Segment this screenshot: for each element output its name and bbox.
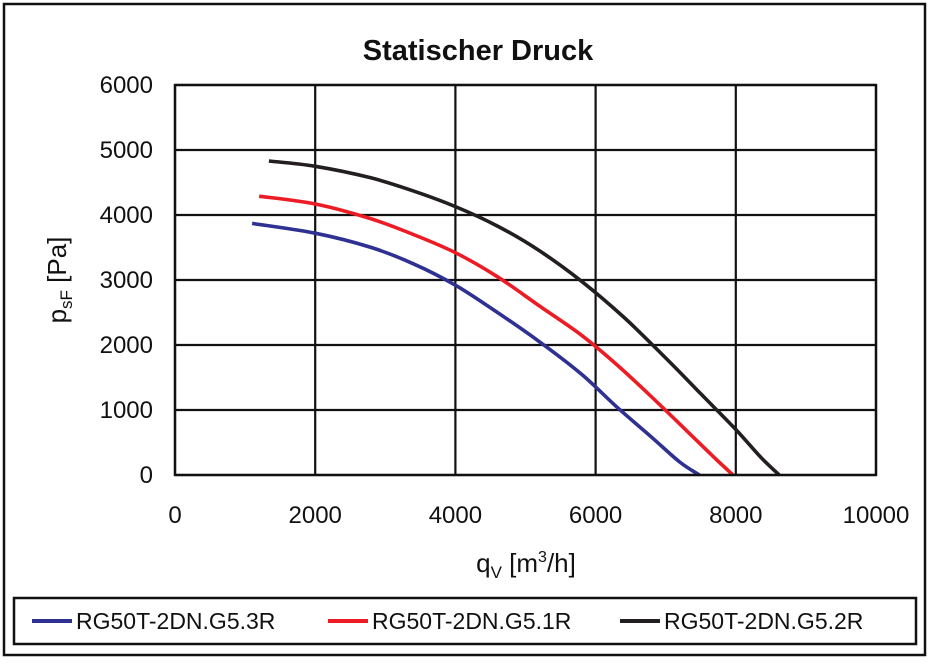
- plot-frame-layer: [173, 83, 878, 477]
- legend: RG50T-2DN.G5.3R RG50T-2DN.G5.1R RG50T-2DN.…: [32, 608, 863, 634]
- y-tick-labels: 0 1000 2000 3000 4000 5000 6000: [100, 72, 153, 489]
- x-axis-title-unit-close: /h]: [547, 548, 576, 578]
- series-line-1: [251, 221, 701, 477]
- series-line-2: [258, 194, 735, 477]
- plot-area-border: [173, 83, 878, 477]
- chart-title: Statischer Druck: [363, 35, 594, 67]
- x-tick-label: 0: [168, 502, 181, 529]
- x-axis-title-unit-open: [m: [502, 548, 538, 578]
- series-layer: [251, 159, 781, 477]
- x-tick-labels: 0 2000 4000 6000 8000 10000: [168, 502, 909, 529]
- legend-label-1: RG50T-2DN.G5.3R: [76, 608, 275, 634]
- x-tick-label: 6000: [569, 502, 622, 529]
- legend-label-3: RG50T-2DN.G5.2R: [664, 608, 863, 634]
- x-axis-title-sub: V: [491, 563, 503, 582]
- y-tick-label: 5000: [100, 137, 153, 164]
- y-axis-title: psF [Pa]: [42, 237, 76, 324]
- legend-label-2: RG50T-2DN.G5.1R: [372, 608, 571, 634]
- x-tick-label: 10000: [843, 502, 910, 529]
- y-axis-title-main: p: [42, 309, 72, 323]
- x-tick-label: 8000: [709, 502, 762, 529]
- y-tick-label: 6000: [100, 72, 153, 99]
- chart-frame: [2, 2, 927, 657]
- y-axis-title-unit: [Pa]: [42, 237, 72, 290]
- y-axis-title-sub: sF: [57, 290, 76, 309]
- y-tick-label: 1000: [100, 397, 153, 424]
- x-tick-label: 2000: [289, 502, 342, 529]
- series-line-3: [268, 159, 781, 477]
- x-axis-title-unit-sup: 3: [538, 549, 547, 566]
- y-tick-label: 0: [140, 462, 153, 489]
- x-axis-title: qV [m3/h]: [476, 548, 576, 582]
- x-tick-label: 4000: [429, 502, 482, 529]
- y-tick-label: 4000: [100, 202, 153, 229]
- legend-box: [12, 596, 918, 646]
- y-tick-label: 2000: [100, 332, 153, 359]
- x-axis-title-main: q: [476, 548, 490, 578]
- y-tick-label: 3000: [100, 267, 153, 294]
